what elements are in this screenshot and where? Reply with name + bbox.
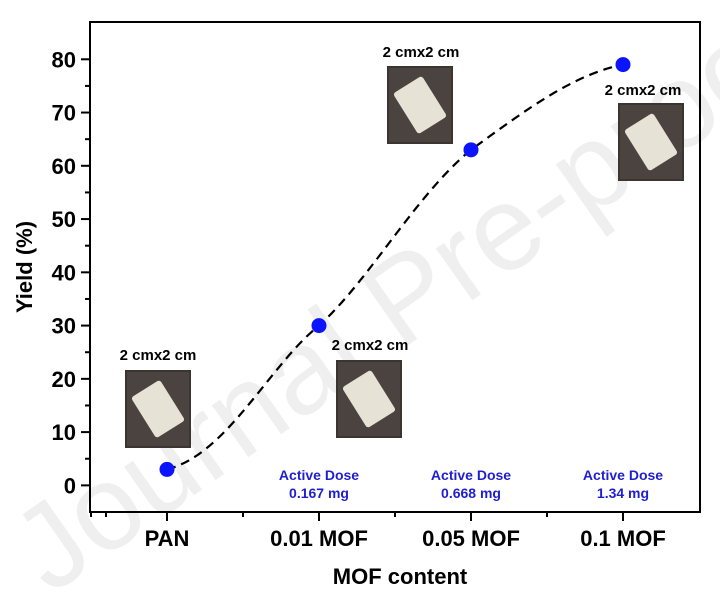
data-point: [463, 142, 479, 158]
sample-photo: [618, 103, 684, 181]
y-tick-label: 60: [52, 154, 76, 179]
y-tick-label: 70: [52, 101, 76, 126]
y-tick-label: 40: [52, 260, 76, 285]
trend-line: [166, 63, 624, 471]
y-tick-label: 0: [64, 473, 76, 498]
x-tick-label: 0.05 MOF: [422, 526, 520, 551]
active-dose-value: 1.34 mg: [597, 485, 649, 501]
data-point: [159, 461, 175, 477]
sample-photo: [336, 360, 402, 438]
active-dose-label: Active Dose: [431, 467, 511, 483]
y-tick-label: 80: [52, 47, 76, 72]
sample-size-label: 2 cmx2 cm: [120, 347, 197, 364]
y-tick-label: 20: [52, 367, 76, 392]
data-point: [615, 57, 631, 73]
data-point: [311, 318, 327, 334]
active-dose-value: 0.167 mg: [289, 485, 349, 501]
sample-size-label: 2 cmx2 cm: [605, 82, 682, 99]
x-tick-label: 0.1 MOF: [580, 526, 666, 551]
sample-photo: [387, 66, 453, 144]
sample-photo: [125, 370, 191, 448]
active-dose-value: 0.668 mg: [441, 485, 501, 501]
y-tick-label: 10: [52, 420, 76, 445]
active-dose-label: Active Dose: [279, 467, 359, 483]
x-tick-label: 0.01 MOF: [270, 526, 368, 551]
y-axis-title: Yield (%): [12, 221, 37, 313]
y-tick-label: 50: [52, 207, 76, 232]
x-tick-label: PAN: [145, 526, 190, 551]
active-dose-label: Active Dose: [583, 467, 663, 483]
sample-size-label: 2 cmx2 cm: [332, 337, 409, 354]
sample-size-label: 2 cmx2 cm: [383, 44, 460, 61]
x-axis-title: MOF content: [333, 564, 468, 589]
y-tick-label: 30: [52, 314, 76, 339]
